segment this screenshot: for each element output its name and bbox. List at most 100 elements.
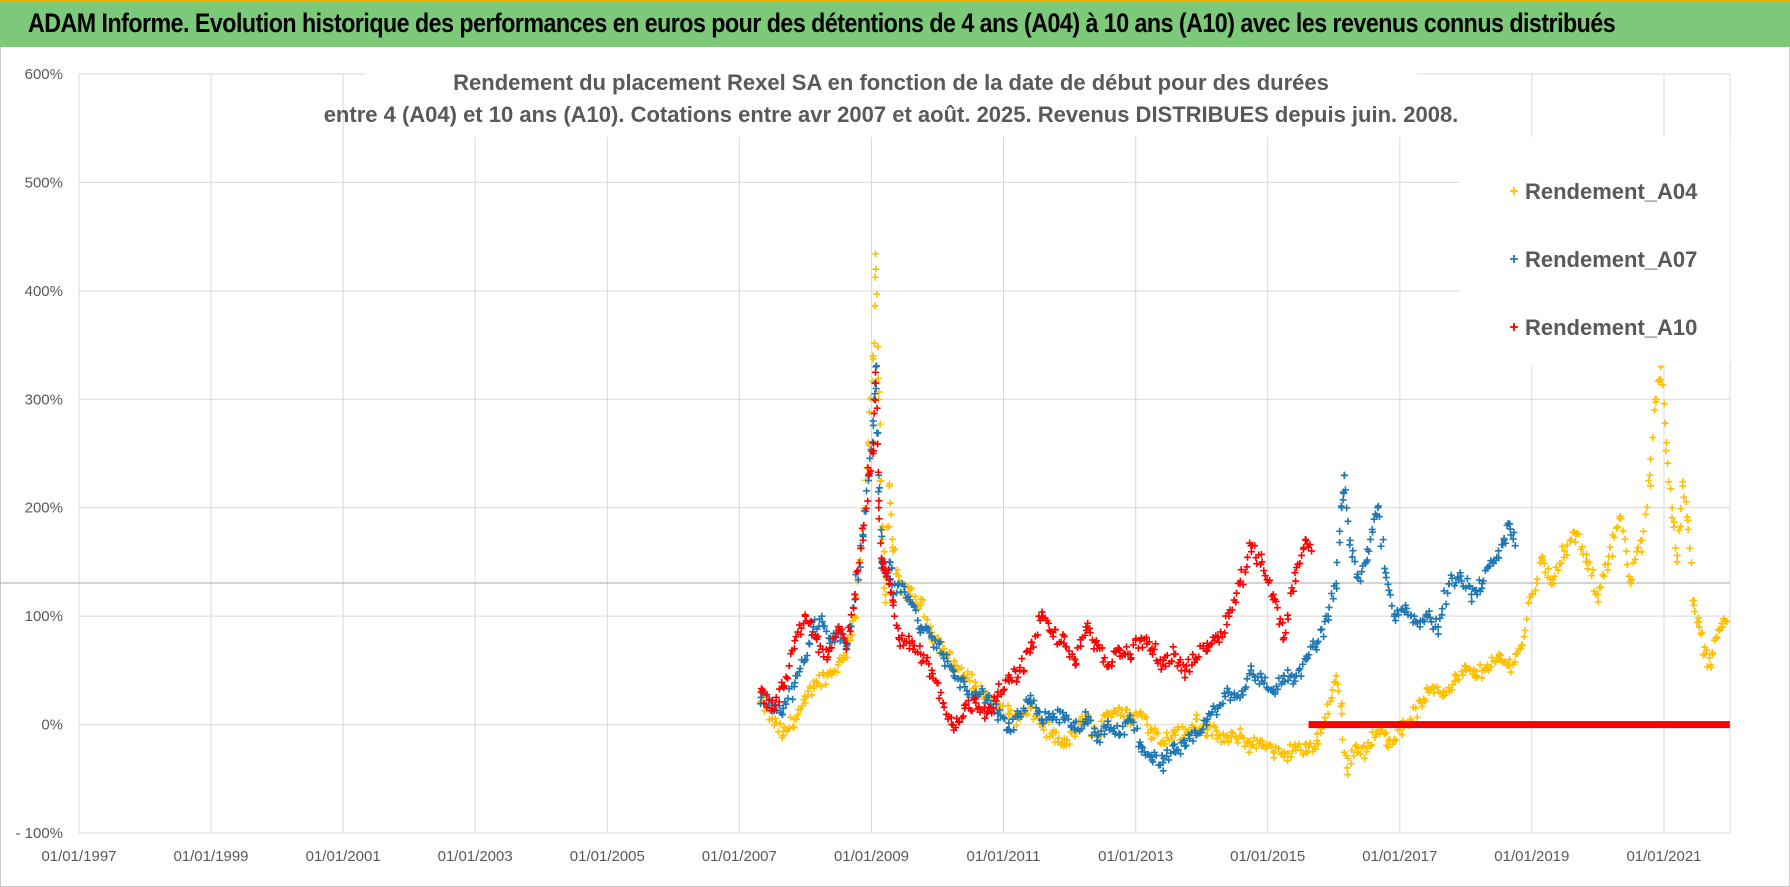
data-point [854,567,862,575]
data-point [1688,559,1696,567]
data-point [1241,742,1249,750]
data-point [1429,683,1437,691]
data-point [885,580,893,588]
data-point [1352,742,1360,750]
data-point [1344,771,1352,779]
data-point [992,697,1000,705]
data-point [1675,527,1683,535]
data-point [806,682,814,690]
data-point [934,679,942,687]
data-point [1213,711,1221,719]
data-point [1691,608,1699,616]
data-point [859,536,867,544]
data-point [874,468,882,476]
data-point [904,592,912,600]
data-point [895,572,903,580]
data-point [872,265,880,273]
data-point [1506,520,1514,528]
data-point [887,589,895,597]
data-point [1221,693,1229,701]
data-point [1046,733,1054,741]
data-point [1668,504,1676,512]
data-point [1236,580,1244,588]
data-point [1621,535,1629,543]
data-point [1623,561,1631,569]
data-point [1494,547,1502,555]
data-point [1113,709,1121,717]
data-point [889,601,897,609]
data-point [1173,662,1181,670]
data-point [872,368,880,376]
data-point [1045,619,1053,627]
data-point [906,639,914,647]
data-point [1440,688,1448,696]
data-point [878,558,886,566]
data-point [1169,643,1177,651]
data-point [1027,699,1035,707]
data-point [1670,518,1678,526]
data-point [1694,614,1702,622]
data-point [1291,569,1299,577]
data-point [1129,641,1137,649]
data-point [870,409,878,417]
data-point [1659,381,1667,389]
data-point [1341,471,1349,479]
data-point [923,616,931,624]
data-point [779,683,787,691]
data-point [1623,547,1630,555]
data-point [983,710,991,718]
data-point [1668,514,1676,522]
x-tick-label: 01/01/2005 [570,848,645,865]
data-point [1394,611,1402,619]
data-point [1468,598,1476,606]
data-point [1647,455,1655,463]
data-point [1455,676,1463,684]
data-point [935,694,943,702]
data-point [1151,725,1159,733]
data-point [981,714,989,722]
data-point [876,484,884,492]
data-point [1220,689,1228,697]
data-point [1181,666,1189,674]
data-point [855,559,863,567]
data-point [1328,694,1336,702]
data-point [1152,640,1160,648]
data-point [1366,742,1374,750]
data-point [1072,717,1080,725]
data-point [1459,671,1467,679]
data-point [1588,572,1596,580]
data-point [1115,645,1123,653]
data-point [1013,678,1021,686]
data-point [924,624,932,632]
data-point [1228,606,1236,614]
data-point [937,688,945,696]
data-point [1365,547,1373,555]
data-point [1185,735,1193,743]
data-point [1634,543,1642,551]
data-point [1361,754,1369,762]
data-point [1077,642,1085,650]
data-point [1159,661,1167,669]
data-point [1321,617,1329,625]
data-point [768,715,776,723]
data-point [1718,623,1725,631]
data-point [1638,548,1646,556]
data-point [1181,742,1189,750]
data-point [1467,590,1475,598]
data-point [911,593,919,601]
data-point [1080,720,1088,728]
data-point [863,487,871,495]
data-point [1203,715,1211,723]
data-point [899,641,907,649]
data-point [1619,527,1627,535]
data-point [1706,661,1714,669]
data-point [790,683,798,691]
data-point [1541,568,1549,576]
data-point [1413,713,1421,721]
data-point [1684,516,1692,524]
data-point [1385,586,1393,594]
data-point [1347,760,1355,768]
data-point [1449,681,1457,689]
data-point [1509,535,1517,543]
data-point [1445,580,1453,588]
